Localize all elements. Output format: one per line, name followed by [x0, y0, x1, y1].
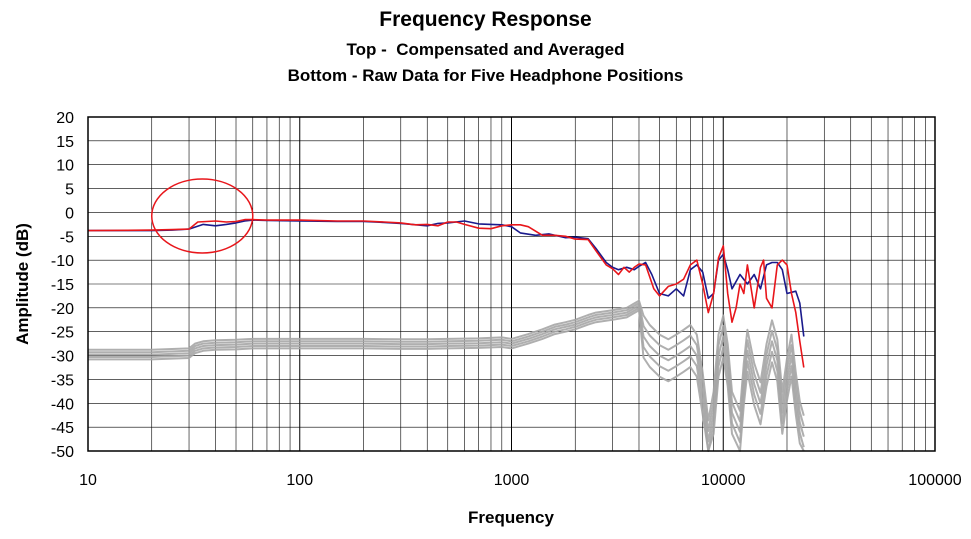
x-tick-label: 1000 [494, 472, 530, 489]
x-tick-label: 10 [79, 472, 97, 489]
y-tick-label: 0 [65, 205, 74, 222]
y-tick-label: -5 [60, 229, 74, 246]
x-tick-label: 10000 [701, 472, 746, 489]
raw-data-line [88, 299, 805, 422]
series-layer [87, 218, 805, 368]
y-tick-label: 10 [56, 158, 74, 175]
y-tick-label: -10 [51, 253, 74, 270]
raw-data-line [88, 306, 805, 452]
y-tick-label: -15 [51, 277, 74, 294]
chart-title: Frequency Response [379, 8, 592, 31]
y-tick-label: -35 [51, 372, 74, 389]
compensated-line [88, 219, 805, 337]
y-tick-labels: 20 15 10 5 0 -5 -10 -15 -20 -25 -30 -35 -40 -45 -50 [51, 110, 74, 461]
x-tick-label: 100 [286, 472, 313, 489]
y-tick-label: -25 [51, 325, 74, 342]
raw-data-line [88, 309, 805, 452]
compensated-line [87, 218, 805, 368]
y-tick-label: 20 [56, 110, 74, 127]
raw-data-line [88, 304, 805, 443]
y-tick-label: -50 [51, 444, 74, 461]
y-tick-label: -40 [51, 396, 74, 413]
grid [87, 116, 935, 452]
raw-data-band [88, 299, 805, 452]
y-tick-label: -30 [51, 349, 74, 366]
raw-data-line [88, 302, 805, 432]
y-tick-label: -45 [51, 420, 74, 437]
chart-subtitle-top: Top - Compensated and Averaged [346, 40, 625, 59]
y-tick-label: -20 [51, 301, 74, 318]
y-tick-label: 5 [65, 182, 74, 199]
plot-frame [87, 116, 936, 452]
chart-subtitle-bottom: Bottom - Raw Data for Five Headphone Pos… [287, 66, 684, 85]
y-axis-label: Amplitude (dB) [13, 223, 32, 345]
y-tick-label: 15 [56, 134, 74, 151]
x-tick-label: 100000 [908, 472, 961, 489]
x-axis-label: Frequency [468, 508, 555, 527]
annotation-layer [150, 178, 254, 254]
x-tick-labels: 10 100 1000 10000 100000 [79, 472, 962, 489]
annotation-circle [150, 178, 254, 254]
